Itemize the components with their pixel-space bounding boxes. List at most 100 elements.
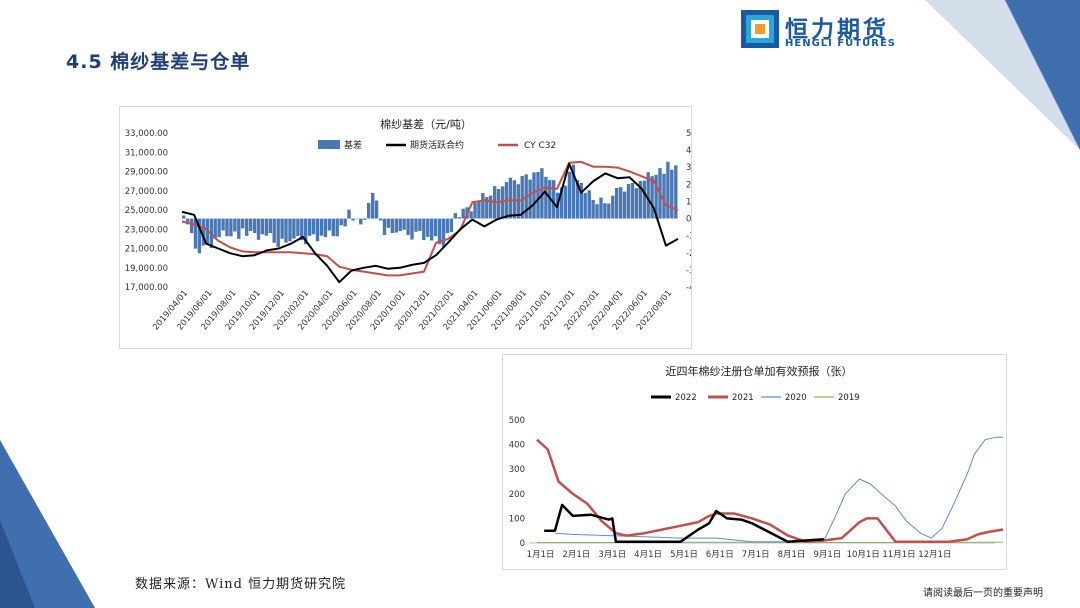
basis-bar [343,218,347,227]
basis-bar [426,218,430,237]
x-tick-label: 6月1日 [706,550,734,560]
basis-bar [374,200,379,219]
basis-bar [225,218,229,237]
basis-bar [233,218,237,232]
basis-bar [382,218,387,235]
basis-bar [402,218,406,230]
y-tick-label: 500 [509,416,525,426]
basis-bar [264,218,269,236]
basis-bar [662,173,666,219]
basis-bar [650,176,654,219]
basis-bar [182,215,186,219]
basis-bar [315,218,320,242]
basis-bar [327,218,332,231]
basis-bar [611,195,615,219]
basis-bar [256,218,261,240]
basis-bar [296,218,300,236]
basis-bar [481,193,485,219]
basis-bar [520,175,524,219]
basis-bar [528,179,532,219]
basis-bar [371,192,375,219]
basis-bar [552,180,556,219]
basis-bar [540,168,544,219]
basis-bar [193,218,198,249]
decor-bottom-left-dark [0,440,95,608]
legend-label-futures: 期货活跃合约 [410,139,464,151]
logo-mark-icon [741,10,779,48]
basis-bar [331,218,335,237]
basis-bar [674,165,678,219]
left-tick-label: 25,000.00 [125,206,168,216]
basis-bar [213,218,217,240]
y-tick-label: 0 [520,539,525,549]
chart2-x-axis: 1月1日 2月1日 3月1日 4月1日 5月1日 6月1日 7月1日 8月1日 9月1日 10月1… [527,550,952,560]
chart2-legend: 2022 2021 2020 2019 [651,393,860,403]
basis-bar [626,183,631,219]
legend-swatch-basis [318,140,340,149]
basis-bar [638,180,642,219]
basis-bar [634,188,639,219]
basis-bar [422,218,426,240]
basis-bar [268,218,272,234]
left-tick-label: 27,000.00 [125,187,168,197]
basis-bar [237,218,241,239]
left-tick-label: 29,000.00 [125,168,168,178]
basis-bar [394,218,398,233]
x-tick-label: 2月1日 [562,550,590,560]
basis-bar [201,218,206,246]
basis-bar [469,211,473,219]
basis-bar [603,203,607,219]
basis-bar [276,218,280,247]
basis-bar [410,218,414,240]
basis-bar [599,197,603,219]
left-tick-label: 31,000.00 [125,148,168,158]
basis-bar [386,218,391,228]
y-tick-label: 300 [509,465,525,475]
basis-bar [500,186,505,219]
basis-bar [351,218,355,221]
legend-label-cyc32: CY C32 [524,141,556,151]
basis-bar [619,187,623,219]
series-line-2022 [544,503,824,544]
x-tick-label: 5月1日 [670,550,698,560]
basis-bar [229,218,233,237]
data-source-note: 数据来源：Wind 恒力期货研究院 [135,577,347,592]
x-tick-label: 10月1日 [847,550,880,560]
basis-bar [646,172,650,219]
chart2-title: 近四年棉纱注册仓单加有效预报（张） [666,364,853,378]
basis-bar [571,164,576,219]
basis-bar [335,218,339,237]
basis-bar [245,218,249,236]
logo-text-en: HENGLI FUTURES [785,38,896,49]
right-tick-label: 5000 [686,129,691,139]
basis-bar [284,218,288,243]
chart1-left-axis: 33,000.00 31,000.00 29,000.00 27,000.00 25,0… [125,129,168,293]
x-tick-label: 7月1日 [742,550,770,560]
basis-bar [197,218,202,254]
basis-bar [339,218,343,226]
basis-bar [461,208,465,219]
basis-bar [666,161,670,219]
basis-bar [512,180,517,219]
decor-bottom-left-mid [0,520,35,608]
basis-chart: 棉纱基差（元/吨） 基差 期货活跃合约 CY C32 33,000.00 31,0… [125,117,711,332]
basis-bar [304,218,308,245]
basis-bar [378,218,383,221]
basis-bar [189,218,194,234]
series-line-2020 [554,436,1003,543]
logo-text-cn: 恒力期货 [785,17,889,43]
basis-bar [217,218,221,238]
right-tick-label: -4000 [686,283,691,293]
basis-bar [579,183,583,219]
basis-bar [642,180,646,219]
legend-label-2019: 2019 [838,393,860,403]
legend-label-2020: 2020 [785,393,807,403]
basis-bar [575,179,580,219]
legend-label-2022: 2022 [675,393,697,403]
basis-bar [300,218,304,241]
right-tick-label: -3000 [686,266,691,276]
chart1-legend: 基差 期货活跃合约 CY C32 [318,139,556,151]
basis-bar [308,218,312,236]
